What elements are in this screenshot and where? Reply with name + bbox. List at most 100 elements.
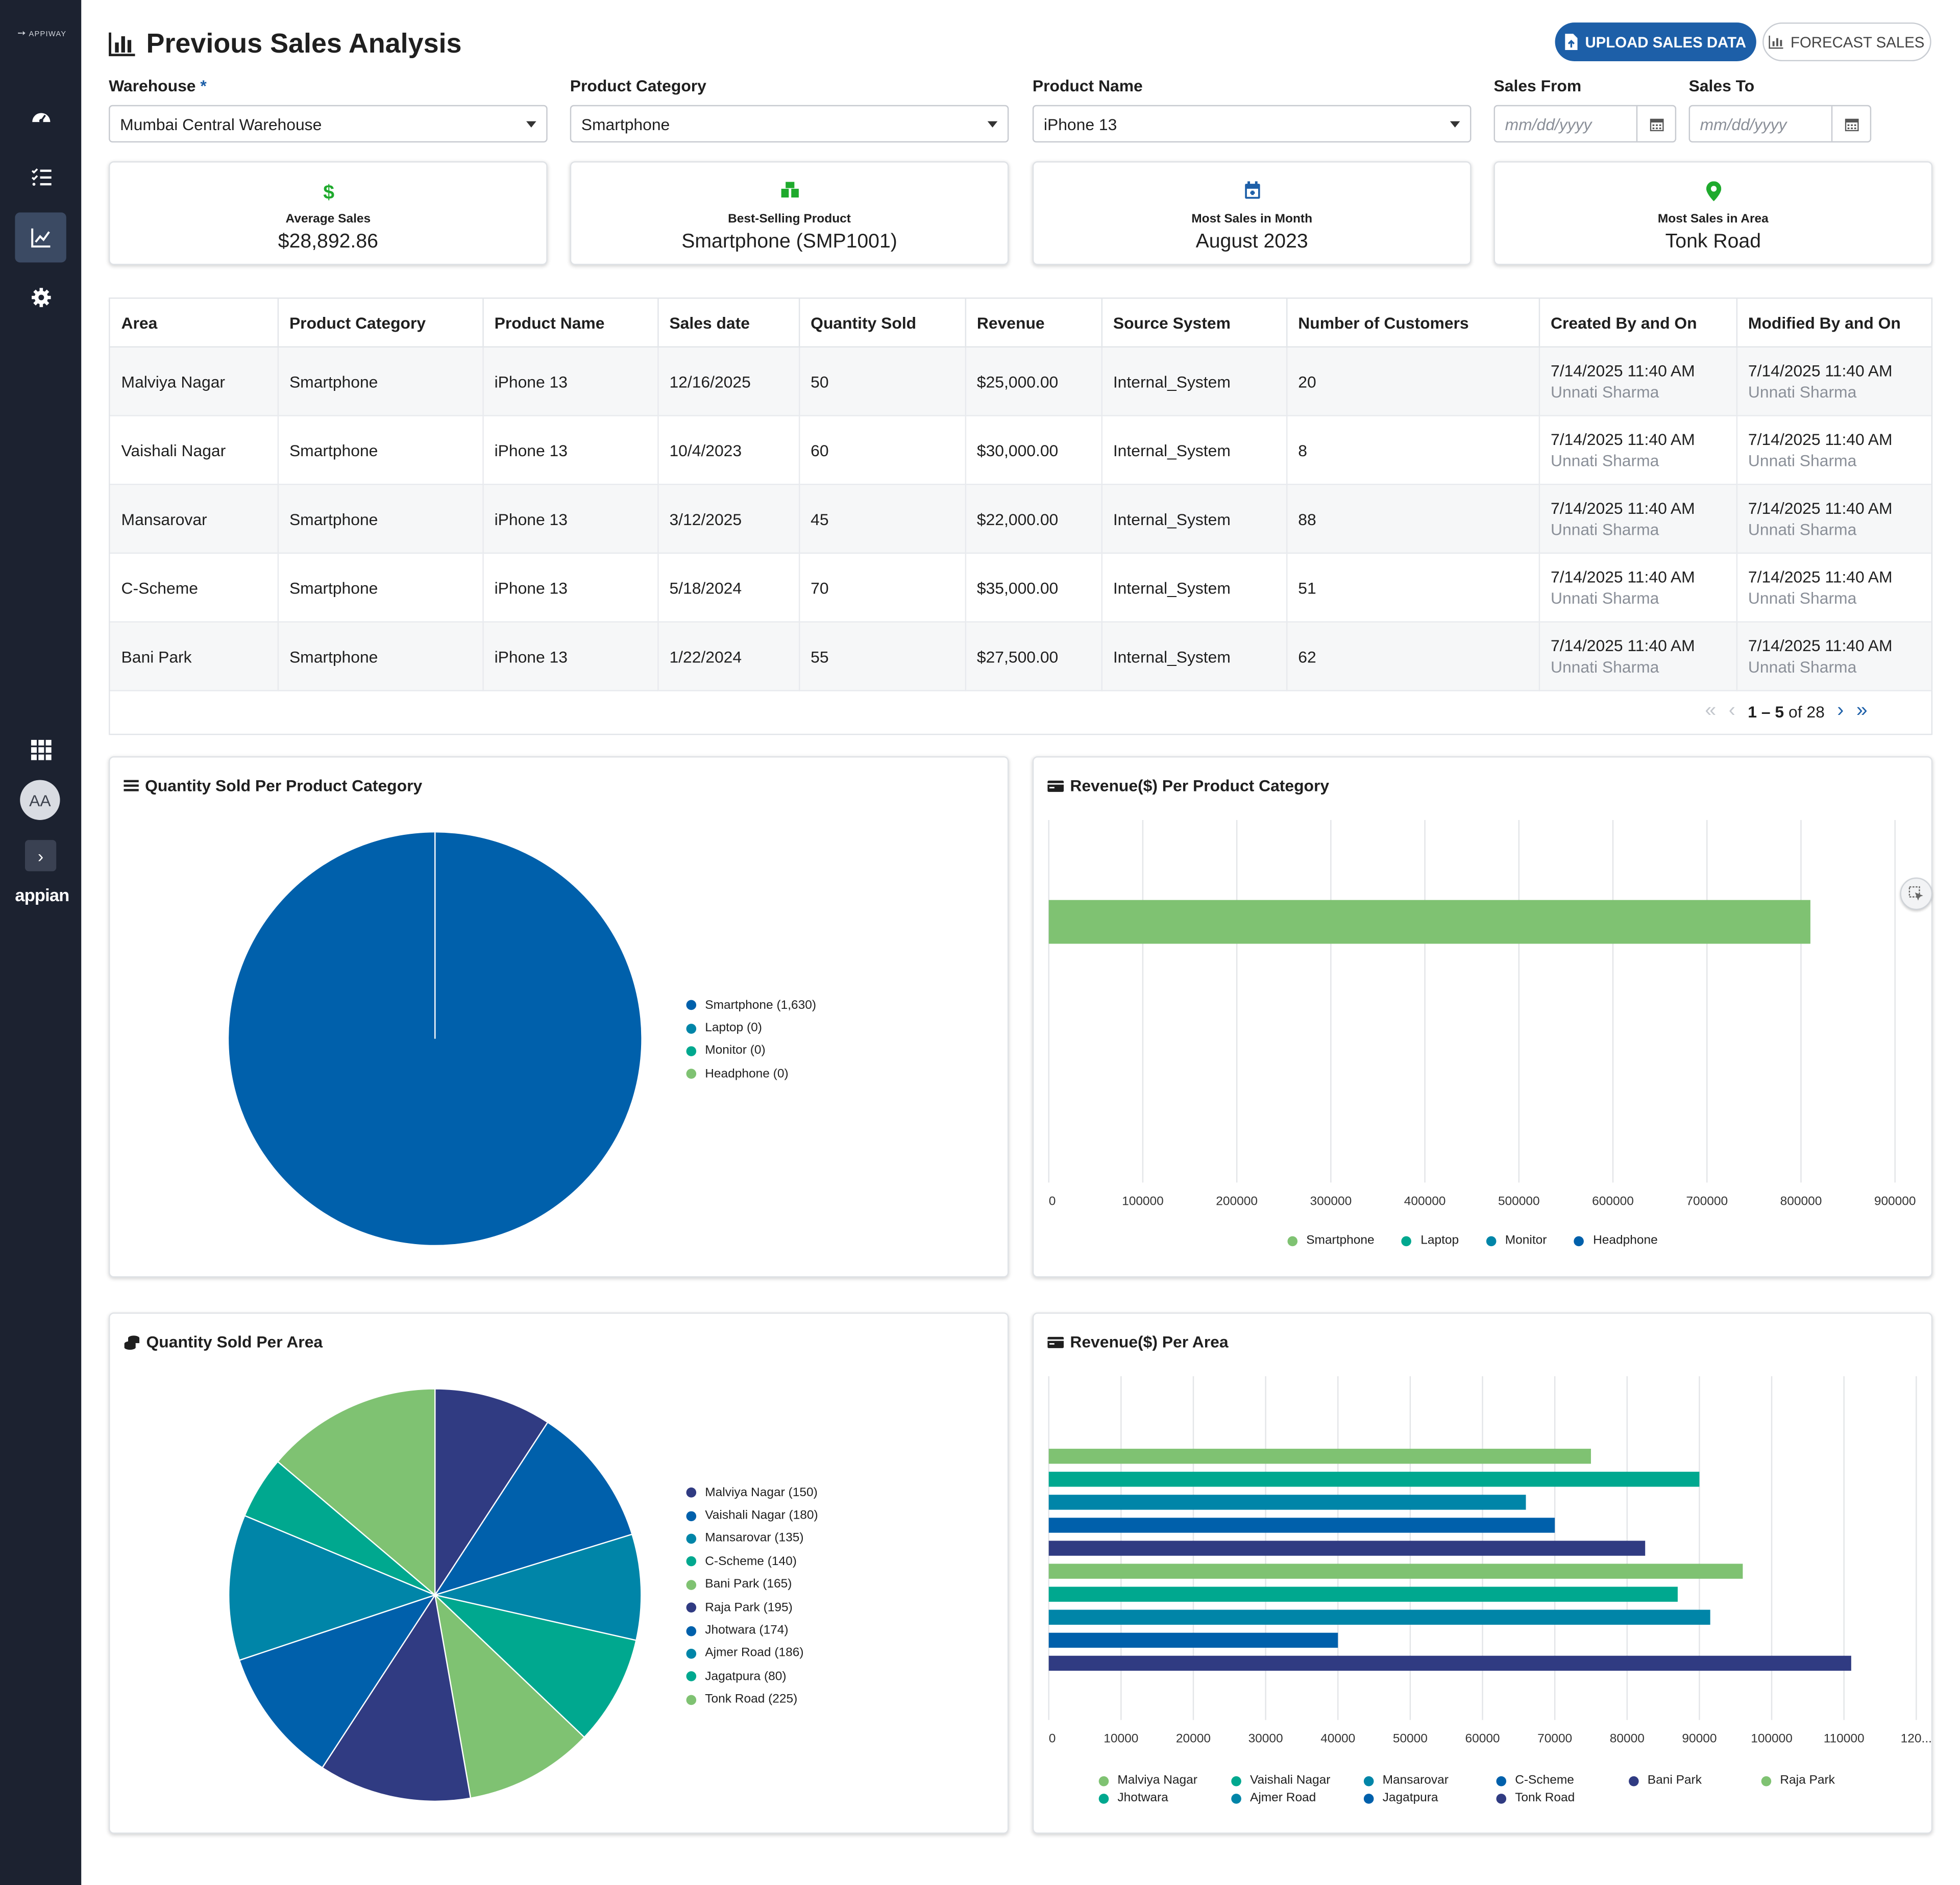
upload-sales-data-button[interactable]: UPLOAD SALES DATA: [1555, 22, 1756, 62]
first-page-icon[interactable]: «: [1705, 700, 1717, 722]
product-name-dropdown[interactable]: iPhone 13: [1032, 105, 1472, 143]
legend-item-jhotwara[interactable]: Jhotwara (174): [686, 1619, 818, 1642]
sidebar-item-dashboard[interactable]: [15, 92, 66, 142]
previous-page-icon[interactable]: ‹: [1728, 700, 1735, 722]
legend-swatch: [1486, 1235, 1497, 1246]
pie-slice-jhotwara[interactable]: [238, 1594, 437, 1769]
user-avatar[interactable]: AA: [20, 780, 60, 820]
legend-item-jagatpura[interactable]: Jagatpura (80): [686, 1665, 818, 1688]
column-header-quantity-sold[interactable]: Quantity Sold: [798, 299, 966, 348]
legend-item-vaishali-nagar[interactable]: Vaishali Nagar (180): [686, 1504, 818, 1527]
legend-item-jhotwara[interactable]: Jhotwara: [1098, 1791, 1168, 1805]
pie-legend: Smartphone (1,630) Laptop (0) Monitor (0) H…: [686, 994, 817, 1086]
x-tick-label: 50000: [1393, 1732, 1428, 1746]
legend-item-tonk-road[interactable]: Tonk Road: [1496, 1791, 1575, 1805]
bar-vaishali-nagar[interactable]: [1048, 1472, 1700, 1487]
sales-to-placeholder[interactable]: mm/dd/yyyy: [1700, 114, 1787, 133]
legend-item-smartphone[interactable]: Smartphone: [1287, 1233, 1375, 1248]
cell-created: 7/14/2025 11:40 AM Unnati Sharma: [1538, 622, 1737, 691]
column-header-created[interactable]: Created By and On: [1538, 299, 1737, 348]
warehouse-dropdown[interactable]: Mumbai Central Warehouse: [109, 105, 548, 143]
legend-item-raja-park[interactable]: Raja Park: [1761, 1774, 1835, 1788]
legend-item-headphone[interactable]: Headphone (0): [686, 1063, 817, 1086]
sidebar-item-settings[interactable]: [15, 272, 66, 323]
legend-swatch: [686, 1625, 697, 1636]
legend-item-mansarovar[interactable]: Mansarovar: [1363, 1774, 1449, 1788]
x-tick-label: 100000: [1751, 1732, 1793, 1746]
legend-item-tonk-road[interactable]: Tonk Road (225): [686, 1688, 818, 1711]
bar-malviya-nagar[interactable]: [1048, 1449, 1591, 1464]
legend-swatch: [1496, 1793, 1507, 1803]
legend-label: Monitor: [1505, 1233, 1547, 1248]
legend-item-monitor[interactable]: Monitor: [1486, 1234, 1547, 1248]
legend-item-laptop[interactable]: Laptop (0): [686, 1016, 817, 1039]
legend-item-c-scheme[interactable]: C-Scheme: [1496, 1774, 1574, 1788]
legend-item-c-scheme[interactable]: C-Scheme (140): [686, 1550, 818, 1573]
sales-table: Area Product Category Product Name Sales…: [109, 297, 1933, 735]
legend-item-jagatpura[interactable]: Jagatpura: [1363, 1791, 1438, 1805]
column-header-area[interactable]: Area: [110, 299, 278, 348]
next-page-icon[interactable]: ›: [1837, 700, 1844, 722]
chart-pointer-button[interactable]: [1900, 877, 1933, 910]
column-header-number-of-customers[interactable]: Number of Customers: [1286, 299, 1539, 348]
calendar-picker-button[interactable]: [1636, 106, 1675, 141]
legend-label: Smartphone (1,630): [705, 998, 817, 1012]
legend-item-malviya-nagar[interactable]: Malviya Nagar (150): [686, 1481, 818, 1504]
pie-slice-tonk-road[interactable]: [277, 1388, 436, 1597]
sales-from-date-field[interactable]: mm/dd/yyyy: [1493, 105, 1677, 143]
expand-sidebar-button[interactable]: ›: [24, 840, 57, 872]
pie-slice-ajmer-road[interactable]: [228, 1515, 437, 1661]
legend-item-ajmer-road[interactable]: Ajmer Road: [1231, 1791, 1316, 1805]
bar-ajmer-road[interactable]: [1048, 1609, 1710, 1625]
legend-item-malviya-nagar[interactable]: Malviya Nagar: [1098, 1774, 1197, 1788]
bar-raja-park[interactable]: [1048, 1564, 1743, 1579]
legend-item-raja-park[interactable]: Raja Park (195): [686, 1596, 818, 1619]
pie-slice-c-scheme[interactable]: [433, 1594, 637, 1739]
pie-slice-bani-park[interactable]: [434, 1593, 585, 1799]
calendar-picker-button[interactable]: [1831, 106, 1870, 141]
column-header-source-system[interactable]: Source System: [1101, 299, 1287, 348]
sales-from-placeholder[interactable]: mm/dd/yyyy: [1505, 114, 1592, 133]
legend-item-laptop[interactable]: Laptop: [1402, 1234, 1459, 1248]
column-header-modified[interactable]: Modified By and On: [1736, 299, 1931, 348]
legend-item-mansarovar[interactable]: Mansarovar (135): [686, 1527, 818, 1550]
legend-item-monitor[interactable]: Monitor (0): [686, 1040, 817, 1063]
column-header-sales-date[interactable]: Sales date: [657, 299, 800, 348]
forecast-sales-button[interactable]: FORECAST SALES: [1762, 22, 1931, 62]
pie-slice-vaishali-nagar[interactable]: [433, 1421, 633, 1596]
legend-swatch: [686, 1694, 697, 1705]
pie-slice-malviya-nagar[interactable]: [434, 1388, 549, 1597]
bar-smartphone[interactable]: [1048, 900, 1810, 944]
bar-bani-park[interactable]: [1048, 1541, 1646, 1556]
list-icon: [124, 780, 139, 791]
pie-slice-mansarovar[interactable]: [432, 1533, 642, 1642]
sales-to-date-field[interactable]: mm/dd/yyyy: [1688, 105, 1872, 143]
created-on: 7/14/2025 11:40 AM: [1550, 636, 1695, 655]
pie-slice-raja-park[interactable]: [321, 1593, 472, 1802]
legend-swatch: [686, 1000, 697, 1010]
legend-item-headphone[interactable]: Headphone: [1574, 1234, 1658, 1248]
bar-jagatpura[interactable]: [1048, 1632, 1338, 1648]
legend-item-bani-park[interactable]: Bani Park: [1629, 1774, 1702, 1788]
chart-title: Quantity Sold Per Area: [124, 1332, 323, 1351]
sidebar-item-analytics[interactable]: [15, 212, 66, 263]
bar-jhotwara[interactable]: [1048, 1586, 1678, 1602]
column-header-product-category[interactable]: Product Category: [277, 299, 483, 348]
modified-by: Unnati Sharma: [1748, 657, 1857, 677]
bar-tonk-road[interactable]: [1048, 1655, 1851, 1671]
chart-title: Revenue($) Per Area: [1047, 1332, 1229, 1351]
legend-item-smartphone[interactable]: Smartphone (1,630): [686, 994, 817, 1016]
bar-c-scheme[interactable]: [1048, 1518, 1555, 1533]
legend-item-vaishali-nagar[interactable]: Vaishali Nagar: [1231, 1774, 1330, 1788]
app-launcher-button[interactable]: [15, 725, 66, 775]
company-logo: ➙ APPIWAY: [17, 27, 67, 39]
product-category-dropdown[interactable]: Smartphone: [570, 105, 1009, 143]
legend-item-bani-park[interactable]: Bani Park (165): [686, 1573, 818, 1596]
column-header-product-name[interactable]: Product Name: [482, 299, 658, 348]
column-header-revenue[interactable]: Revenue: [965, 299, 1102, 348]
last-page-icon[interactable]: »: [1856, 700, 1868, 722]
sidebar-item-tasks[interactable]: [15, 153, 66, 203]
bar-mansarovar[interactable]: [1048, 1495, 1526, 1510]
legend-label: Smartphone: [1306, 1233, 1375, 1248]
legend-item-ajmer-road[interactable]: Ajmer Road (186): [686, 1642, 818, 1665]
